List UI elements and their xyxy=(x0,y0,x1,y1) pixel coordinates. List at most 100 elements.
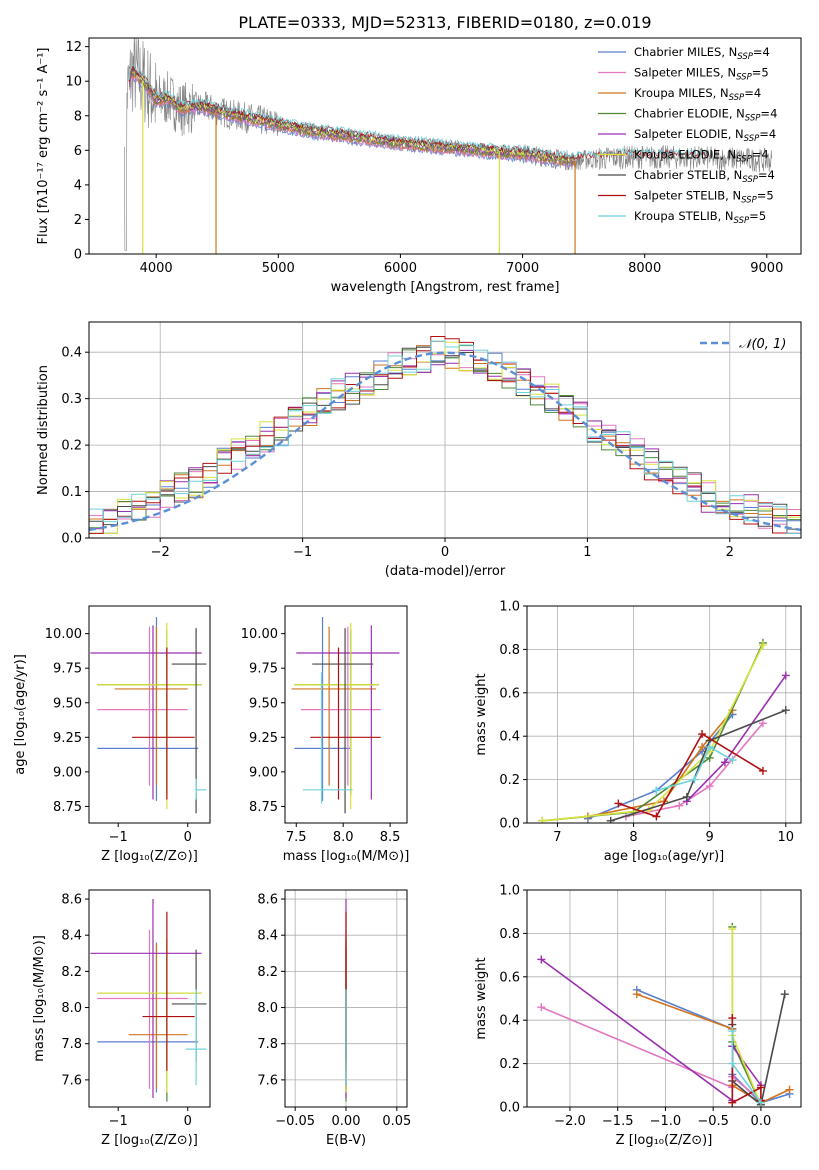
series-line xyxy=(610,709,787,822)
gridlines xyxy=(527,606,801,823)
hist-salpeter-elodie xyxy=(89,349,801,534)
y-tick-label: 0.2 xyxy=(499,773,520,788)
y-tick-label: 1.0 xyxy=(499,600,520,615)
x-tick-label: 8.5 xyxy=(380,830,401,845)
y-tick-label: 7.6 xyxy=(257,1073,278,1088)
point-marker xyxy=(652,786,661,795)
point-marker xyxy=(728,1027,737,1036)
y-tick-label: 7.6 xyxy=(61,1073,82,1088)
point-marker xyxy=(758,719,767,728)
plot-layer: 4000 5000 6000 7000 8000 9000024681012wavelen… xyxy=(13,37,802,1148)
y-tick-label: 8.0 xyxy=(61,1001,82,1016)
x-tick-label: 2 xyxy=(726,545,734,560)
series-kroupa-elodie xyxy=(538,641,767,823)
y-tick-label: 7.8 xyxy=(61,1037,82,1052)
x-tick-label: −1.5 xyxy=(602,1114,634,1129)
x-tick-label: 5000 xyxy=(262,261,295,276)
y-tick-label: 0.6 xyxy=(499,970,520,985)
x-axis-label: wavelength [Angstrom, rest frame] xyxy=(331,280,560,295)
x-tick-label: −2 xyxy=(151,545,170,560)
y-tick-label: 8.2 xyxy=(61,965,82,980)
legend-name: Salpeter STELIB xyxy=(634,189,725,203)
x-tick-label: −0.5 xyxy=(697,1114,729,1129)
point-marker xyxy=(690,775,699,784)
y-tick-label: 8.4 xyxy=(61,929,82,944)
hist-chabrier-stelib xyxy=(89,346,801,530)
legend-name: Chabrier MILES xyxy=(634,45,721,59)
x-tick-label: 8000 xyxy=(628,261,661,276)
legend-nssp: 5 xyxy=(759,209,766,223)
axes-frame xyxy=(284,605,408,824)
panel-residuals: −2 −1 0 1 2 0.0 0.1 0.2 0.3 0.4 (data-model)/error… xyxy=(36,321,802,579)
legend-nssp: 4 xyxy=(769,127,776,141)
x-axis-label: mass [log₁₀(M/M⊙)] xyxy=(283,849,410,864)
legend-label-chabrier-stelib: Chabrier STELIB, NSSP=4 xyxy=(634,168,775,185)
x-tick-label: −1 xyxy=(109,1114,128,1129)
x-tick-label: −1 xyxy=(109,830,128,845)
plot-area-weight-vs-age xyxy=(527,606,801,823)
series-salpeter-stelib xyxy=(614,730,767,821)
point-marker xyxy=(537,1003,546,1012)
x-axis-label: Z [log₁₀(Z/Z⊙)] xyxy=(616,1133,713,1148)
y-tick-label: 0.1 xyxy=(61,485,82,500)
point-marker xyxy=(728,1059,737,1068)
plot-area-age-vs-mass xyxy=(291,617,400,814)
y-tick-label: 0.4 xyxy=(499,1014,520,1029)
point-marker xyxy=(606,816,615,823)
model-salpeter-miles xyxy=(128,75,575,168)
x-tick-label: 10 xyxy=(778,830,795,845)
legend-nssp: 5 xyxy=(761,66,768,80)
y-tick-label: 9.50 xyxy=(249,696,278,711)
panel-mass-vs-ebv: −0.05 0.00 0.05 7.6 7.8 8.0 8.2 8.4 8.6 E(B-V) xyxy=(257,889,411,1148)
legend-name: Kroupa STELIB xyxy=(634,209,718,223)
errorbar-kroupa-stelib xyxy=(302,672,353,804)
y-tick-label: 9.00 xyxy=(53,765,82,780)
errorbar-salpeter-elodie xyxy=(296,625,400,800)
point-marker xyxy=(780,990,789,999)
y-tick-label: 2 xyxy=(74,213,82,228)
y-tick-label: 12 xyxy=(65,40,82,55)
x-tick-label: 1 xyxy=(583,545,591,560)
plot-area-spectrum xyxy=(124,38,772,254)
series-line xyxy=(618,732,764,818)
y-tick-label: 7.8 xyxy=(257,1037,278,1052)
series-kroupa-stelib xyxy=(728,1027,765,1107)
point-marker xyxy=(785,1085,794,1094)
legend-name: Chabrier STELIB xyxy=(634,168,726,182)
legend-label-salpeter-elodie: Salpeter ELODIE, NSSP=4 xyxy=(634,127,776,144)
y-tick-label: 9.00 xyxy=(249,765,278,780)
y-axis-label: mass weight xyxy=(474,673,489,755)
model-kroupa-stelib xyxy=(128,65,707,159)
point-marker xyxy=(728,756,737,765)
axes-frame xyxy=(88,605,211,824)
point-marker xyxy=(728,925,737,934)
point-marker xyxy=(705,782,714,791)
errorbar-salpeter-stelib xyxy=(132,647,195,800)
legend-label-chabrier-elodie: Chabrier ELODIE, NSSP=4 xyxy=(634,107,777,124)
legend-nssp: 4 xyxy=(763,45,770,59)
series-line xyxy=(587,709,734,818)
axes-frame xyxy=(526,889,802,1108)
errorbar-kroupa-stelib xyxy=(185,989,207,1086)
errorbar-salpeter-elodie xyxy=(90,899,202,1098)
point-marker xyxy=(720,758,729,767)
x-tick-label: 6000 xyxy=(384,261,417,276)
point-marker xyxy=(758,766,767,775)
x-tick-label: 9000 xyxy=(750,261,783,276)
x-tick-label: −1 xyxy=(293,545,312,560)
y-tick-label: 0.4 xyxy=(61,346,82,361)
y-tick-label: 0.6 xyxy=(499,686,520,701)
y-tick-label: 8.4 xyxy=(257,929,278,944)
panel-mass-vs-z: −1 0 7.6 7.8 8.0 8.2 8.4 8.6 Z [log₁₀(Z/Z⊙)] mass… xyxy=(32,889,211,1148)
y-tick-label: 0.2 xyxy=(61,439,82,454)
plot-area-mass-vs-ebv xyxy=(285,890,407,1107)
errorbar-salpeter-elodie xyxy=(90,625,202,800)
y-tick-label: 0.4 xyxy=(499,730,520,745)
x-tick-label: 7000 xyxy=(506,261,539,276)
series-kroupa-stelib xyxy=(652,743,737,795)
errorbar-salpeter-miles xyxy=(97,929,188,1089)
y-tick-label: 10.00 xyxy=(241,627,278,642)
y-tick-label: 8 xyxy=(74,109,82,124)
panel-age-vs-z: −1 0 8.75 9.00 9.25 9.50 9.75 10.00 Z [log₁₀(Z/Z… xyxy=(13,605,211,864)
